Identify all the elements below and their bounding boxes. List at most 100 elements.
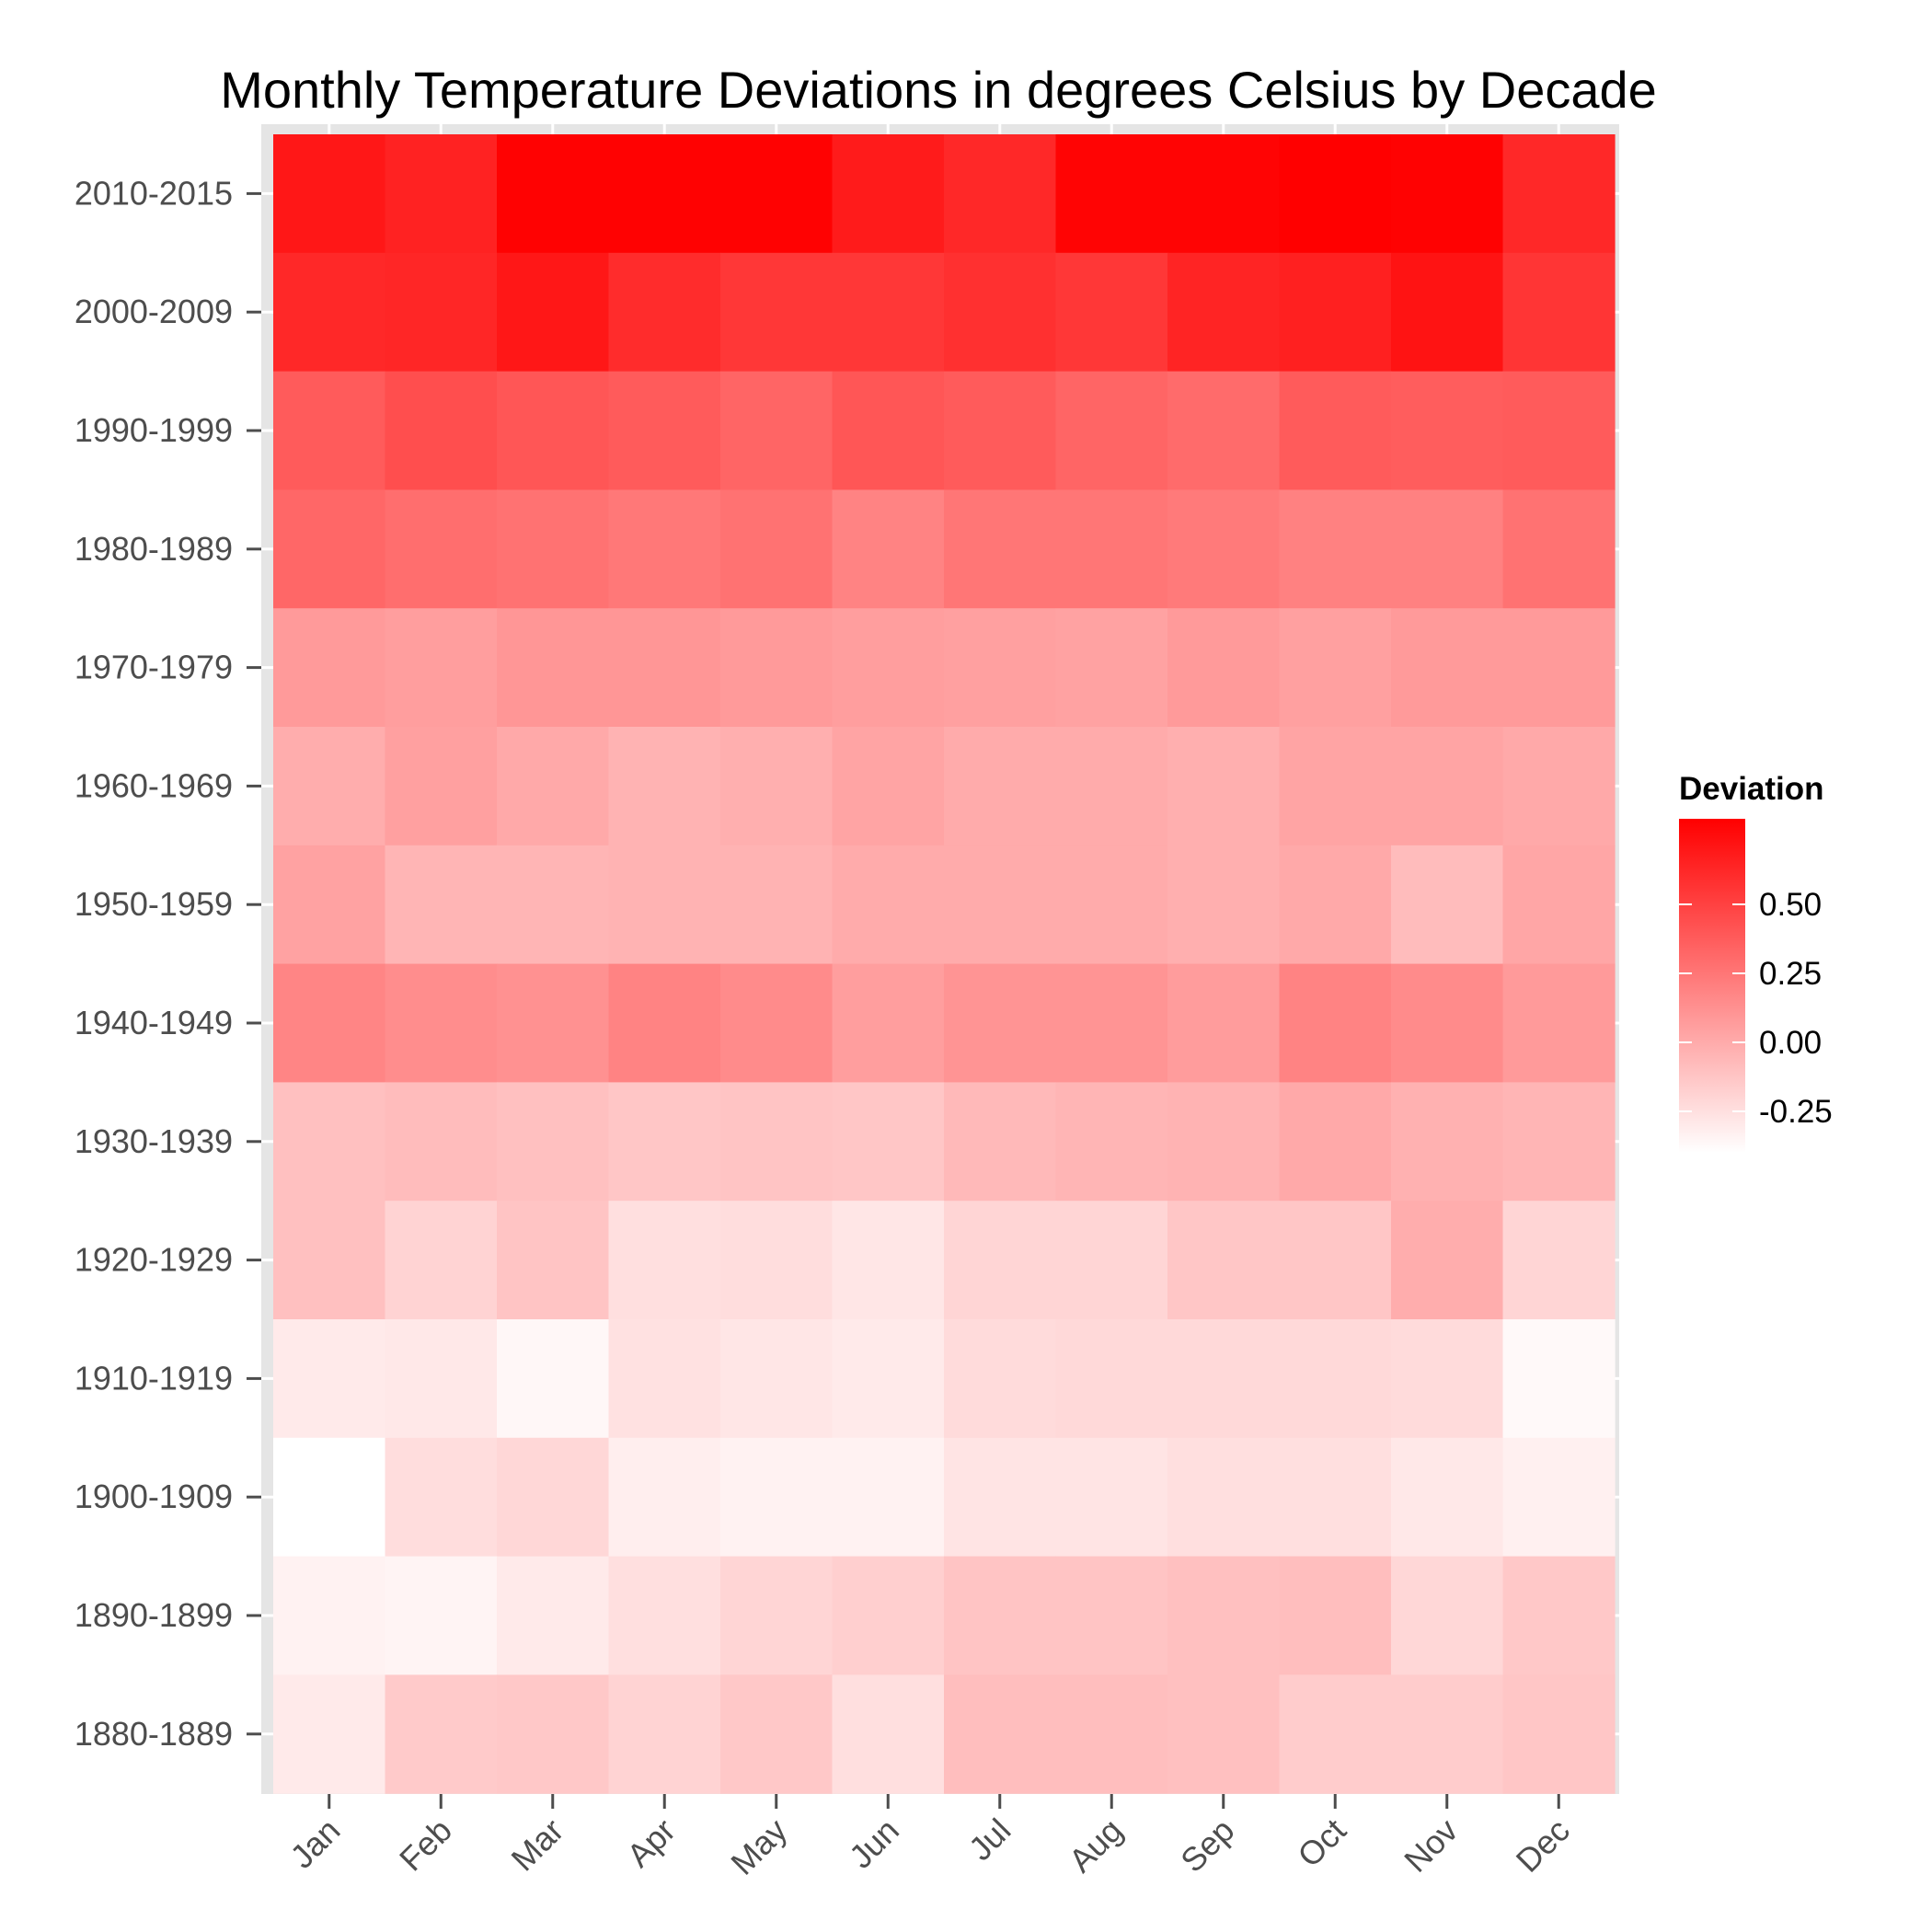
heatmap-cell <box>1502 608 1616 728</box>
heatmap-cell <box>608 134 721 254</box>
heatmap-cell <box>608 489 721 609</box>
heatmap-cell <box>497 1556 610 1675</box>
y-tick-label: 2000-2009 <box>75 293 233 330</box>
heatmap-cell <box>1055 608 1168 728</box>
heatmap-cell <box>1279 1082 1392 1202</box>
heatmap-cell <box>1279 371 1392 490</box>
x-tick-label: Jan <box>282 1811 347 1876</box>
heatmap-cell <box>497 1319 610 1439</box>
heatmap-cell <box>1391 489 1504 609</box>
x-tick-label: Oct <box>1290 1811 1353 1875</box>
heatmap-cell <box>720 1674 834 1794</box>
heatmap-cell <box>1391 727 1504 846</box>
heatmap-cell <box>1391 963 1504 1083</box>
heatmap-cell <box>608 371 721 490</box>
heatmap-cell <box>1391 1201 1504 1320</box>
legend-ticks: 0.50 0.25 0.00 -0.25 <box>1679 887 1833 1130</box>
heatmap-cell <box>385 371 498 490</box>
heatmap-cell <box>1055 252 1168 373</box>
heatmap-cell <box>832 371 945 490</box>
heatmap-cell <box>1055 489 1168 609</box>
heatmap-cell <box>608 1082 721 1202</box>
heatmap-cell <box>608 1319 721 1439</box>
heatmap-cell <box>608 963 721 1083</box>
heatmap-cell <box>1502 489 1616 609</box>
x-tick-label: Aug <box>1062 1811 1130 1880</box>
heatmap-cell <box>1055 1082 1168 1202</box>
heatmap-cell <box>608 252 721 373</box>
heatmap-cell <box>273 134 386 254</box>
heatmap-cell <box>1279 608 1392 728</box>
heatmap-cell <box>1167 371 1281 490</box>
heatmap-cell <box>1502 1082 1616 1202</box>
heatmap-cell <box>944 1082 1057 1202</box>
heatmap-cell <box>1502 134 1616 254</box>
heatmap-cell <box>832 727 945 846</box>
heatmap-cell <box>720 1556 834 1675</box>
heatmap-cell <box>385 727 498 846</box>
heatmap-cell <box>385 134 498 254</box>
heatmap-cell <box>608 1674 721 1794</box>
x-tick-label: Nov <box>1397 1811 1465 1880</box>
heatmap-cell <box>832 1319 945 1439</box>
heatmap-cell <box>385 845 498 965</box>
y-tick-label: 1950-1959 <box>75 885 233 923</box>
heatmap-cell <box>608 1437 721 1558</box>
heatmap-cell <box>832 845 945 965</box>
y-axis: 2010-2015 2000-2009 1990-1999 1980-1989 1970… <box>75 174 261 1753</box>
y-tick-label: 1880-1889 <box>75 1715 233 1753</box>
heatmap-cell <box>1167 727 1281 846</box>
heatmap-cell <box>273 1556 386 1675</box>
y-tick-label: 1980-1989 <box>75 530 233 568</box>
heatmap-cell <box>497 608 610 728</box>
heatmap-cell <box>497 727 610 846</box>
heatmap-cell <box>1279 1201 1392 1320</box>
heatmap-cell <box>720 371 834 490</box>
heatmap-cell <box>497 845 610 965</box>
heatmap-cell <box>832 608 945 728</box>
y-tick-label: 1890-1899 <box>75 1596 233 1634</box>
heatmap-cell <box>385 252 498 373</box>
heatmap-cell <box>1167 1201 1281 1320</box>
heatmap-cell <box>1391 1082 1504 1202</box>
heatmap-cell <box>720 489 834 609</box>
y-tick-label: 1930-1939 <box>75 1122 233 1160</box>
x-tick-label: Jul <box>961 1811 1018 1869</box>
heatmap-cell <box>1055 727 1168 846</box>
heatmap-cell <box>1391 252 1504 373</box>
heatmap-cell <box>832 963 945 1083</box>
heatmap-cell <box>1167 134 1281 254</box>
heatmap-cell <box>385 1319 498 1439</box>
heatmap-cell <box>1055 1319 1168 1439</box>
heatmap-cell <box>1391 845 1504 965</box>
heatmap-cell <box>720 1082 834 1202</box>
heatmap-cell <box>1391 1319 1504 1439</box>
heatmap-cell <box>944 1319 1057 1439</box>
heatmap-cell <box>832 1201 945 1320</box>
heatmap-cell <box>1391 134 1504 254</box>
heatmap-cell <box>1055 1201 1168 1320</box>
y-tick-label: 1900-1909 <box>75 1478 233 1515</box>
heatmap-cell <box>497 134 610 254</box>
heatmap-cell <box>1391 608 1504 728</box>
heatmap-cell <box>1167 608 1281 728</box>
y-tick-label: 2010-2015 <box>75 174 233 212</box>
y-tick-label: 1990-1999 <box>75 411 233 449</box>
heatmap-cell <box>720 1437 834 1558</box>
heatmap-cell <box>273 371 386 490</box>
heatmap-cell <box>1279 1556 1392 1675</box>
heatmap-cell <box>1055 371 1168 490</box>
heatmap-cell <box>720 845 834 965</box>
heatmap-cell <box>608 608 721 728</box>
heatmap-cell <box>832 489 945 609</box>
heatmap-cell <box>944 845 1057 965</box>
heatmap-cell <box>608 1556 721 1675</box>
heatmap-cell <box>1279 1674 1392 1794</box>
heatmap-cell <box>385 1556 498 1675</box>
heatmap-cell <box>497 1437 610 1558</box>
heatmap-cell <box>385 608 498 728</box>
x-tick-label: Sep <box>1173 1811 1241 1880</box>
heatmap-cell <box>273 608 386 728</box>
heatmap-cell <box>832 134 945 254</box>
